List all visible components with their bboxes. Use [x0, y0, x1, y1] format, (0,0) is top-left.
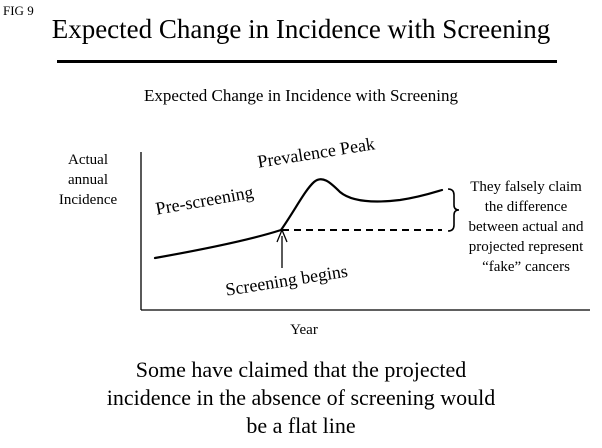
screening-arrow-head: [276, 228, 288, 243]
bottom-note-line: incidence in the absence of screening wo…: [106, 385, 496, 410]
title-underline: [57, 60, 557, 63]
y-axis-label: Actual annual Incidence: [46, 150, 130, 210]
actual-incidence-curve: [153, 178, 444, 260]
figure-label: FIG 9: [3, 3, 34, 18]
claim-line: “fake” cancers: [482, 259, 570, 275]
claim-line: projected represent: [468, 239, 584, 255]
y-axis-label-line: Actual: [68, 152, 108, 168]
claim-annotation: They falsely claim the difference betwee…: [456, 177, 596, 277]
bottom-note: Some have claimed that the projected inc…: [60, 356, 542, 440]
y-axis-label-line: Incidence: [58, 192, 118, 208]
claim-line: They falsely claim: [470, 179, 582, 195]
slide-title: Expected Change in Incidence with Screen…: [51, 14, 551, 44]
y-axis-label-line: annual: [68, 172, 108, 188]
claim-line: the difference: [484, 199, 568, 215]
x-axis-label: Year: [290, 322, 318, 338]
bottom-note-line: Some have claimed that the projected: [135, 357, 467, 382]
difference-brace: [447, 188, 460, 232]
claim-line: between actual and: [468, 219, 584, 235]
bottom-note-line: be a flat line: [246, 413, 356, 438]
diagram-title: Expected Change in Incidence with Screen…: [144, 86, 458, 105]
